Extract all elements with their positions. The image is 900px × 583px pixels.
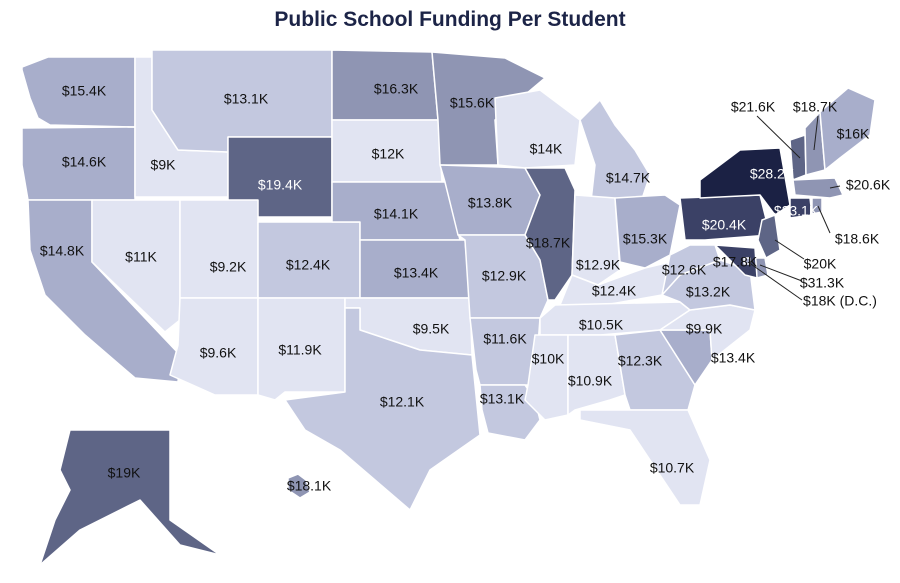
label-leader-lines <box>747 115 841 301</box>
state-fl <box>579 409 711 506</box>
value-label-wi: $14K <box>530 141 563 157</box>
value-label-mn: $15.6K <box>450 95 495 111</box>
value-label-ma: $20.6K <box>846 177 891 193</box>
value-label-il: $18.7K <box>526 235 571 251</box>
leader-line-vt <box>756 115 801 159</box>
state-tx <box>284 307 481 511</box>
value-label-ct: $23.1K <box>774 203 819 219</box>
value-label-mi: $14.7K <box>606 170 651 186</box>
value-label-fl: $10.7K <box>650 460 695 476</box>
value-label-ms: $10K <box>532 351 565 367</box>
value-label-mt: $13.1K <box>224 91 269 107</box>
leader-line-ri <box>817 205 831 234</box>
value-label-mo: $12.9K <box>482 268 527 284</box>
value-label-sc: $13.4K <box>711 350 756 366</box>
map-title: Public School Funding Per Student <box>274 8 626 31</box>
state-wi <box>494 89 581 169</box>
leader-line-ma <box>829 185 841 189</box>
value-label-ks: $13.4K <box>394 265 439 281</box>
value-label-nm: $11.9K <box>278 342 322 358</box>
value-label-in: $12.9K <box>576 257 621 273</box>
value-label-tx: $12.1K <box>380 394 425 410</box>
state-wv <box>661 244 721 296</box>
value-label-wv: $12.6K <box>662 262 707 278</box>
value-label-nh: $18.7K <box>793 99 838 115</box>
value-label-ne: $14.1K <box>374 206 419 222</box>
value-label-me: $16K <box>837 126 870 142</box>
value-label-vt: $21.6K <box>731 99 776 115</box>
value-label-nj: $20K <box>804 256 837 272</box>
value-label-ca: $14.8K <box>40 243 85 259</box>
state-mi <box>579 99 651 211</box>
leader-line-md <box>759 264 803 282</box>
value-label-ak: $19K <box>108 465 141 481</box>
value-label-ok: $9.5K <box>413 321 450 337</box>
state-hi <box>287 473 311 499</box>
value-label-co: $12.4K <box>286 257 331 273</box>
value-label-sd: $12K <box>372 146 405 162</box>
value-label-nv: $11K <box>125 249 157 265</box>
value-label-ut: $9.2K <box>210 259 247 275</box>
value-label-id: $9K <box>151 157 177 173</box>
value-label-ny: $28.2K <box>750 166 795 182</box>
state-shapes <box>21 49 876 566</box>
value-label-de: $17.8K <box>713 254 758 270</box>
state-value-labels: $15.4K $14.6K $14.8K $9K $11K $13.1K $19.4K $9.… <box>40 81 891 494</box>
state-nj <box>757 214 781 259</box>
value-label-nd: $16.3K <box>374 81 419 97</box>
value-label-hi: $18.1K <box>287 478 332 494</box>
value-label-dc: $18K (D.C.) <box>803 293 877 309</box>
state-ut <box>179 199 259 299</box>
value-label-oh: $15.3K <box>623 231 668 247</box>
value-label-ar: $11.6K <box>483 331 527 347</box>
leader-line-nj <box>774 239 805 260</box>
state-me <box>819 87 876 171</box>
state-ct <box>789 197 813 219</box>
state-nv <box>91 199 181 333</box>
value-label-or: $14.6K <box>62 154 107 170</box>
value-label-ky: $12.4K <box>592 283 637 299</box>
value-label-pa: $20.4K <box>702 217 747 233</box>
value-label-ga: $12.3K <box>618 353 663 369</box>
value-label-tn: $10.5K <box>579 317 624 333</box>
leader-line-dc <box>747 261 803 301</box>
value-label-al: $10.9K <box>568 373 613 389</box>
value-label-az: $9.6K <box>200 345 237 361</box>
state-wa <box>21 56 136 128</box>
state-in <box>571 194 621 286</box>
state-ak <box>39 429 221 566</box>
state-ma <box>792 177 844 199</box>
state-md <box>714 244 758 279</box>
value-label-ri: $18.6K <box>835 231 880 247</box>
state-il <box>524 167 576 301</box>
leader-line-nh <box>813 115 819 151</box>
value-label-nc: $9.9K <box>686 321 723 337</box>
value-label-la: $13.1K <box>480 391 525 407</box>
value-label-wy: $19.4K <box>258 177 303 193</box>
value-label-ia: $13.8K <box>468 195 513 211</box>
value-label-va: $13.2K <box>686 284 731 300</box>
state-ny <box>699 147 791 216</box>
value-label-md: $31.3K <box>800 275 845 291</box>
value-label-wa: $15.4K <box>62 83 107 99</box>
